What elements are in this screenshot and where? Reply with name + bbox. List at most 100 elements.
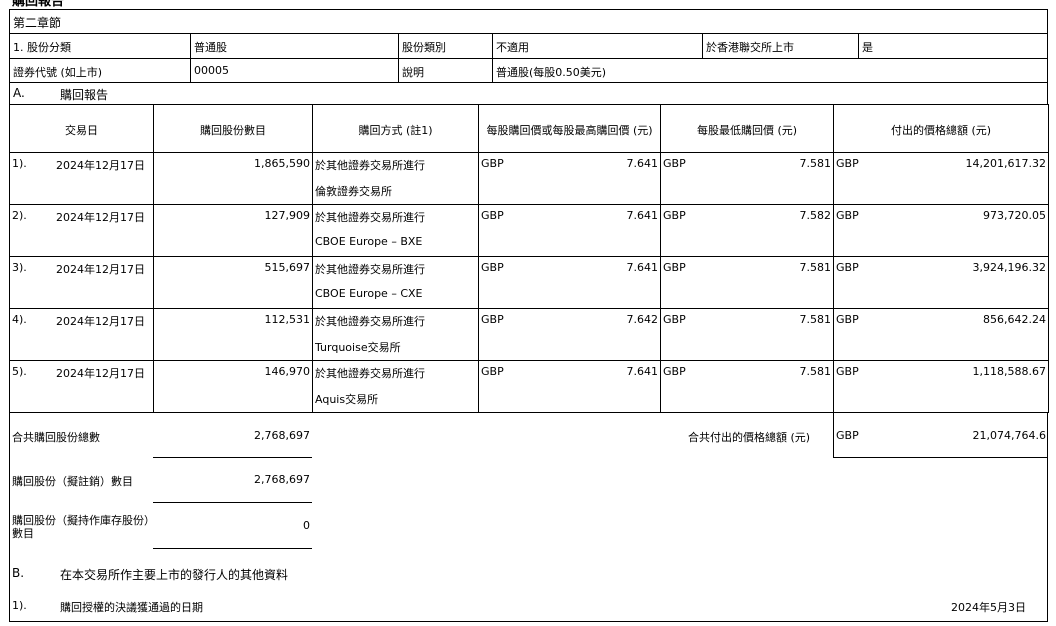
method-line2: Turquoise交易所 [315,341,401,354]
total-paid-currency: GBP [836,429,859,442]
table-cell: GBP 7.642 [478,308,661,361]
table-cell: GBP 7.581 [660,308,834,361]
type-value: 不適用 [492,33,703,59]
highest-price: 7.641 [626,261,659,274]
total-shares-label: 合共購回股份總數 [12,431,100,444]
column-header: 購回股份數目 [153,104,313,153]
table-cell: 於其他證券交易所進行 CBOE Europe – CXE [312,256,479,309]
method-line2: CBOE Europe – BXE [315,235,423,248]
highest-price: 7.641 [626,209,659,222]
row-number: 1). [12,157,27,170]
table-cell: GBP 1,118,588.67 [833,360,1049,413]
part-b-letter: B. [12,566,25,580]
shares-repurchased: 112,531 [264,313,311,326]
treasury-value: 0 [303,519,310,532]
table-cell: 127,909 [153,204,313,257]
column-header: 購回方式 (註1) [312,104,479,153]
method-line2: CBOE Europe – CXE [315,287,423,300]
total-paid: 14,201,617.32 [965,157,1046,170]
shares-repurchased: 127,909 [264,209,311,222]
column-header: 每股購回價或每股最高購回價 (元) [478,104,661,153]
table-cell: GBP 7.581 [660,256,834,309]
total-paid-label: 合共付出的價格總額 (元) [688,431,811,444]
currency: GBP [663,365,686,378]
table-cell: 於其他證券交易所進行 CBOE Europe – BXE [312,204,479,257]
class-value: 普通股 [190,33,399,59]
currency: GBP [836,261,859,274]
authorization-label: 購回授權的決議獲通過的日期 [60,601,203,614]
table-cell: GBP 7.641 [478,152,661,205]
highest-price: 7.641 [626,365,659,378]
currency: GBP [481,209,504,222]
row-number: 2). [12,209,27,222]
total-shares-value: 2,768,697 [254,429,310,442]
highest-price: 7.641 [626,157,659,170]
authorization-no: 1). [12,599,27,612]
table-cell: 112,531 [153,308,313,361]
cancel-value: 2,768,697 [254,473,310,486]
lowest-price: 7.581 [799,313,832,326]
currency: GBP [836,157,859,170]
table-cell: 5). 2024年12月17日 [9,360,154,413]
currency: GBP [481,313,504,326]
desc-value: 普通股(每股0.50美元) [492,58,1048,83]
part-a-title: 購回報告 [60,88,109,102]
total-paid-value: 21,074,764.6 [972,429,1046,442]
row-number: 5). [12,365,27,378]
lowest-price: 7.581 [799,157,832,170]
currency: GBP [481,365,504,378]
part-a-letter: A. [13,86,25,100]
table-cell: GBP 7.641 [478,360,661,413]
method-line1: 於其他證券交易所進行 [315,315,425,328]
shares-repurchased: 146,970 [264,365,311,378]
method-line1: 於其他證券交易所進行 [315,211,425,224]
trade-date: 2024年12月17日 [56,367,145,380]
authorization-date: 2024年5月3日 [951,601,1026,614]
column-header: 交易日 [9,104,154,153]
cancel-label: 購回股份（擬註銷）數目 [12,475,133,488]
part-a-heading: A. 購回報告 [9,82,1048,105]
table-cell: 於其他證券交易所進行 Aquis交易所 [312,360,479,413]
trade-date: 2024年12月17日 [56,159,145,172]
table-cell: GBP 14,201,617.32 [833,152,1049,205]
total-paid: 3,924,196.32 [972,261,1046,274]
treasury-label-line1: 購回股份（擬持作庫存股份） [12,514,155,527]
table-cell: GBP 973,720.05 [833,204,1049,257]
column-header: 每股最低購回價 (元) [660,104,834,153]
method-line2: Aquis交易所 [315,393,379,406]
currency: GBP [836,313,859,326]
code-value: 00005 [190,58,399,83]
lowest-price: 7.582 [799,209,832,222]
currency: GBP [481,157,504,170]
currency: GBP [663,209,686,222]
currency: GBP [836,209,859,222]
method-line1: 於其他證券交易所進行 [315,263,425,276]
table-cell: GBP 3,924,196.32 [833,256,1049,309]
table-cell: GBP 7.641 [478,256,661,309]
table-cell: GBP 7.581 [660,152,834,205]
trade-date: 2024年12月17日 [56,263,145,276]
page-header: 購回報告 [12,0,65,9]
class-label: 1. 股份分類 [9,33,191,59]
listed-label: 於香港聯交所上市 [702,33,859,59]
table-cell: 146,970 [153,360,313,413]
listed-value: 是 [858,33,1048,59]
column-header: 付出的價格總額 (元) [833,104,1049,153]
row-number: 4). [12,313,27,326]
treasury-label: 購回股份（擬持作庫存股份） 數目 [12,514,155,540]
lowest-price: 7.581 [799,261,832,274]
section-title: 第二章節 [9,9,1048,34]
highest-price: 7.642 [626,313,659,326]
shares-repurchased: 1,865,590 [254,157,310,170]
trade-date: 2024年12月17日 [56,211,145,224]
currency: GBP [836,365,859,378]
total-paid: 856,642.24 [983,313,1046,326]
currency: GBP [663,261,686,274]
table-cell: 515,697 [153,256,313,309]
trade-date: 2024年12月17日 [56,315,145,328]
table-cell: GBP 7.581 [660,360,834,413]
part-b-title: 在本交易所作主要上市的發行人的其他資料 [60,568,289,582]
row-number: 3). [12,261,27,274]
table-cell: 2). 2024年12月17日 [9,204,154,257]
total-paid: 973,720.05 [983,209,1046,222]
